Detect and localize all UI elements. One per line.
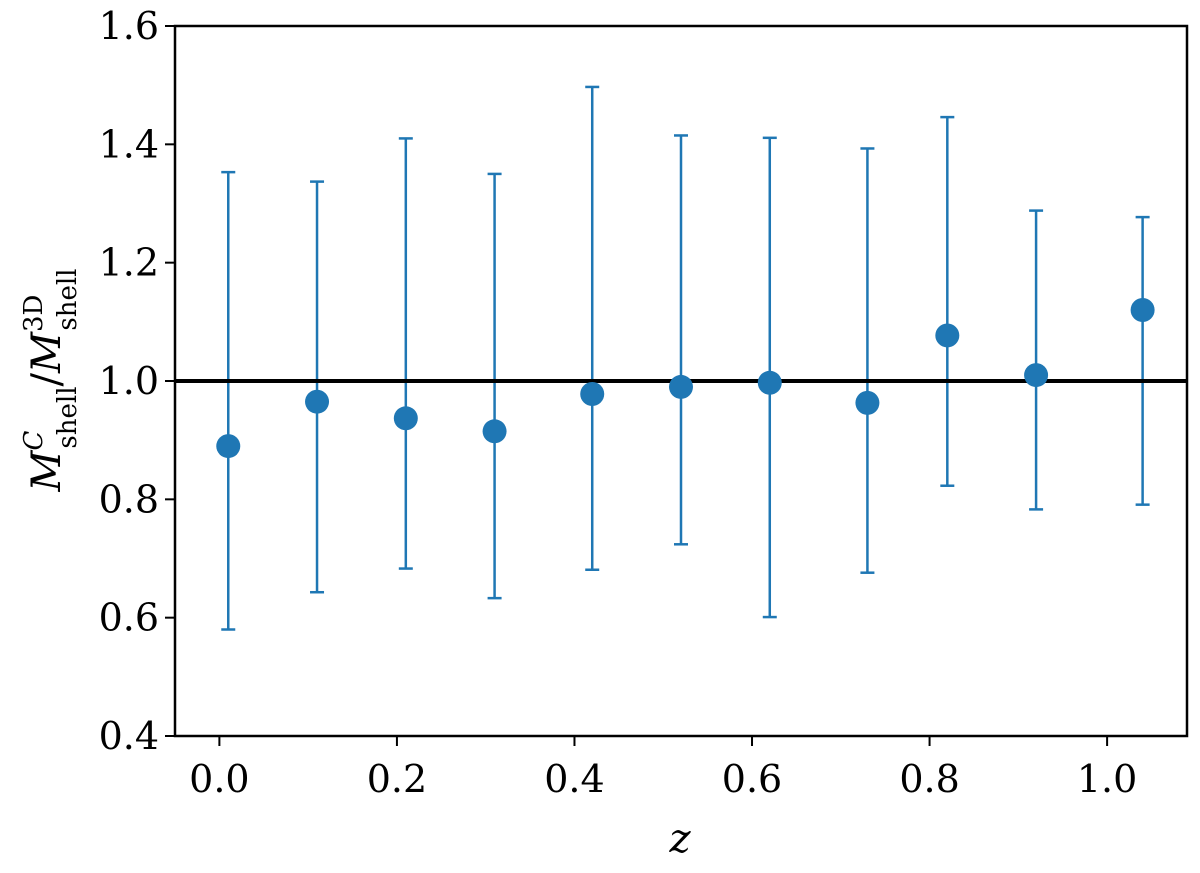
x-tick-label: 0.6 — [722, 757, 782, 801]
data-point — [669, 374, 693, 399]
data-point — [482, 419, 507, 444]
y-label-sub-2: shell — [53, 269, 83, 331]
x-tick-label: 1.0 — [1077, 757, 1137, 801]
y-tick-label: 1.4 — [99, 122, 159, 166]
y-label-sup-2: 3D — [19, 295, 49, 332]
x-tick-label: 0.2 — [367, 757, 427, 801]
data-point — [393, 406, 418, 431]
y-label-sub-1: shell — [53, 386, 83, 448]
data-point — [1024, 363, 1049, 388]
y-label-base-1: M — [24, 449, 70, 492]
y-tick-label: 1.6 — [99, 4, 159, 48]
x-tick-label: 0.0 — [189, 757, 249, 801]
data-point — [935, 323, 960, 348]
y-label-slash: / — [24, 372, 70, 386]
data-point — [305, 389, 330, 414]
plot-area — [175, 85, 1187, 631]
data-point — [757, 370, 782, 395]
y-axis-label: MC shell/M3D shell — [19, 269, 83, 493]
y-tick-label: 0.6 — [99, 596, 159, 640]
x-tick-label: 0.4 — [544, 757, 604, 801]
x-tick-label: 0.8 — [899, 757, 959, 801]
data-point — [1130, 298, 1155, 322]
data-point — [580, 382, 605, 407]
y-label-base-2: M — [24, 331, 70, 374]
y-tick-label: 1.0 — [99, 359, 159, 403]
axes: 0.4 0.6 0.8 1.0 1.2 1.4 1.6 0.0 0.2 0.4 0.6 0.8 1.0 — [99, 4, 1189, 801]
y-tick-label: 1.2 — [99, 241, 159, 285]
data-point — [855, 390, 880, 415]
x-axis-label: z — [668, 816, 691, 862]
y-axis-label-text: MC shell/M3D shell — [19, 269, 83, 493]
data-point — [216, 434, 241, 459]
y-tick-label: 0.8 — [99, 477, 159, 521]
y-label-sup-1: C — [19, 431, 49, 451]
y-tick-label: 0.4 — [99, 714, 159, 758]
